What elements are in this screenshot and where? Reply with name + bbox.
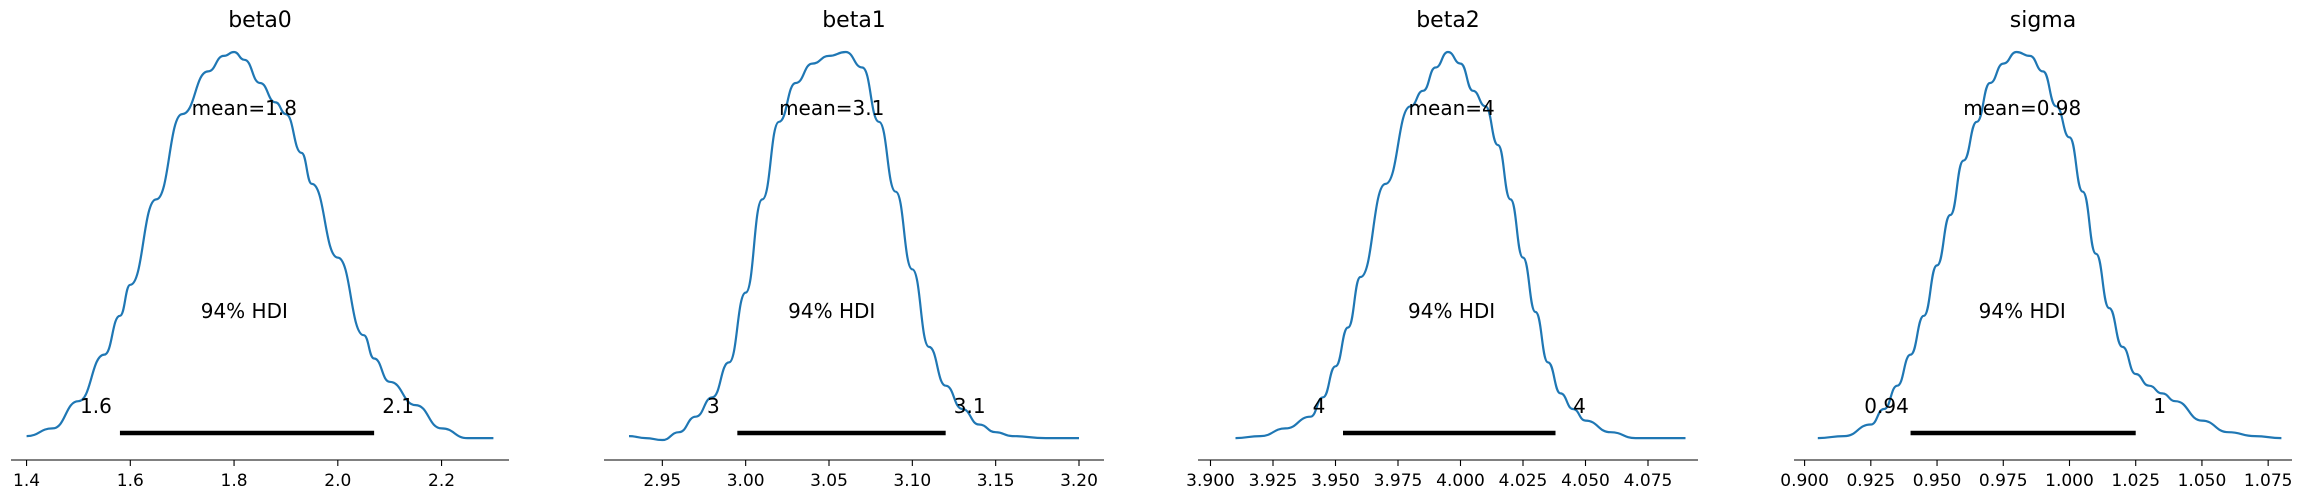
density-line [628, 50, 1080, 442]
x-tick-label: 4.075 [1624, 471, 1673, 491]
hdi-label: 94% HDI [788, 299, 875, 323]
mean-label: mean=3.1 [779, 96, 884, 120]
hdi-high-label: 3.1 [954, 394, 986, 418]
mean-label: mean=1.8 [192, 96, 297, 120]
x-tick-label: 1.000 [2045, 471, 2094, 491]
panel-beta1: beta1 mean=3.1 94% HDI 3 3.1 2.95 3.00 3.05 3.10… [604, 8, 1104, 491]
hdi-high-label: 4 [1573, 394, 1586, 418]
x-tick-label: 1.050 [2178, 471, 2227, 491]
x-tick-label: 3.05 [810, 471, 848, 491]
hdi-high-label: 2.1 [382, 394, 414, 418]
x-tick-label: 0.900 [1780, 471, 1829, 491]
panel-title: beta1 [822, 8, 886, 33]
hdi-label: 94% HDI [1408, 299, 1495, 323]
x-tick-label: 4.050 [1561, 471, 1610, 491]
x-tick-label: 1.075 [2244, 471, 2293, 491]
x-tick-label: 3.00 [727, 471, 765, 491]
x-tick-label: 3.975 [1374, 471, 1423, 491]
x-tick-label: 1.4 [13, 471, 40, 491]
hdi-high-label: 1 [2153, 394, 2166, 418]
x-tick-label: 0.975 [1979, 471, 2028, 491]
x-tick-label: 1.6 [117, 471, 144, 491]
x-tick-label: 1.8 [221, 471, 248, 491]
panel-sigma: sigma mean=0.98 94% HDI 0.94 1 0.900 0.925 0.95… [1780, 8, 2292, 491]
hdi-low-label: 3 [707, 394, 720, 418]
hdi-label: 94% HDI [201, 299, 288, 323]
x-tick-label: 0.925 [1846, 471, 1895, 491]
mean-label: mean=4 [1409, 96, 1495, 120]
x-tick-label: 0.950 [1913, 471, 1962, 491]
x-tick-label: 1.025 [2111, 471, 2160, 491]
x-tick-label: 3.15 [977, 471, 1015, 491]
density-line [1817, 50, 2282, 440]
x-tick-label: 4.025 [1499, 471, 1548, 491]
density-line [26, 50, 494, 440]
x-tick-label: 2.95 [643, 471, 681, 491]
x-tick-label: 4.000 [1436, 471, 1485, 491]
hdi-label: 94% HDI [1979, 299, 2066, 323]
x-tick-label: 3.950 [1311, 471, 1360, 491]
x-tick-label: 3.10 [893, 471, 931, 491]
x-tick-label: 3.925 [1249, 471, 1298, 491]
panel-title: sigma [2010, 8, 2076, 33]
hdi-low-label: 0.94 [1864, 394, 1909, 418]
panel-title: beta0 [228, 8, 292, 33]
hdi-low-label: 1.6 [80, 394, 112, 418]
x-tick-label: 2.2 [428, 471, 455, 491]
x-tick-label: 2.0 [324, 471, 351, 491]
density-line [1235, 50, 1686, 440]
panel-title: beta2 [1416, 8, 1480, 33]
mean-label: mean=0.98 [1963, 96, 2081, 120]
panel-beta2: beta2 mean=4 94% HDI 4 4 3.900 3.925 3.950 3.975… [1186, 8, 1698, 491]
x-tick-label: 3.20 [1060, 471, 1098, 491]
panel-beta0: beta0 mean=1.8 94% HDI 1.6 2.1 1.4 1.6 1.8 2.0 2.… [11, 8, 509, 491]
x-tick-label: 3.900 [1186, 471, 1235, 491]
hdi-low-label: 4 [1313, 394, 1326, 418]
